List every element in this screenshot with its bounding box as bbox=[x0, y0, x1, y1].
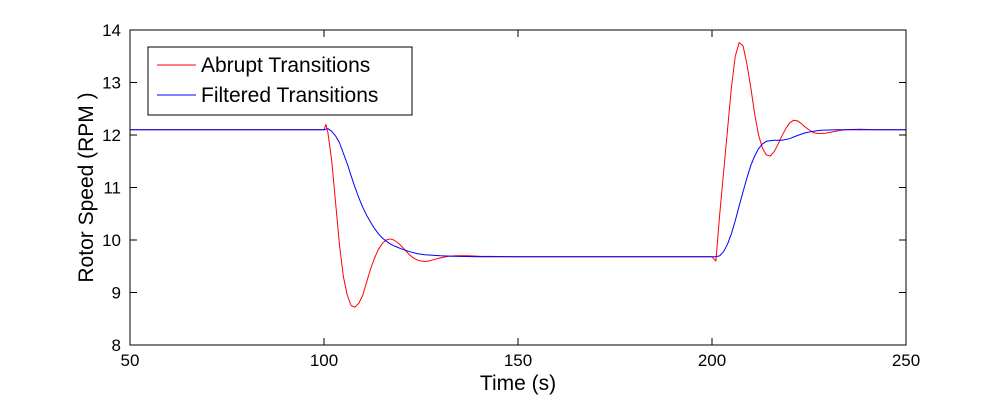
legend-box bbox=[147, 46, 413, 116]
x-tick-label: 150 bbox=[504, 351, 532, 370]
x-tick-label: 50 bbox=[121, 351, 140, 370]
y-tick-label: 13 bbox=[102, 74, 121, 93]
y-tick-label: 11 bbox=[103, 179, 121, 198]
y-tick-label: 10 bbox=[102, 231, 121, 250]
x-axis-title: Time (s) bbox=[480, 372, 556, 395]
x-tick-label: 100 bbox=[310, 351, 338, 370]
y-tick-label: 14 bbox=[102, 21, 121, 40]
y-axis-title: Rotor Speed (RPM ) bbox=[75, 92, 98, 282]
legend-label-filtered: Filtered Transitions bbox=[201, 84, 378, 107]
legend: Abrupt Transitions Filtered Transitions bbox=[147, 46, 413, 116]
x-tick-label: 250 bbox=[892, 351, 920, 370]
y-tick-label: 12 bbox=[102, 126, 121, 145]
series-line-filtered bbox=[130, 128, 906, 258]
ticks-layer: 50 100 150 200 250 8 9 10 11 12 13 14 bbox=[102, 21, 920, 370]
x-tick-label: 200 bbox=[698, 351, 726, 370]
y-tick-label: 8 bbox=[112, 336, 121, 355]
y-tick-label: 9 bbox=[112, 284, 121, 303]
legend-label-abrupt: Abrupt Transitions bbox=[201, 54, 370, 77]
series-line-abrupt bbox=[130, 42, 906, 308]
series-layer bbox=[130, 42, 906, 308]
